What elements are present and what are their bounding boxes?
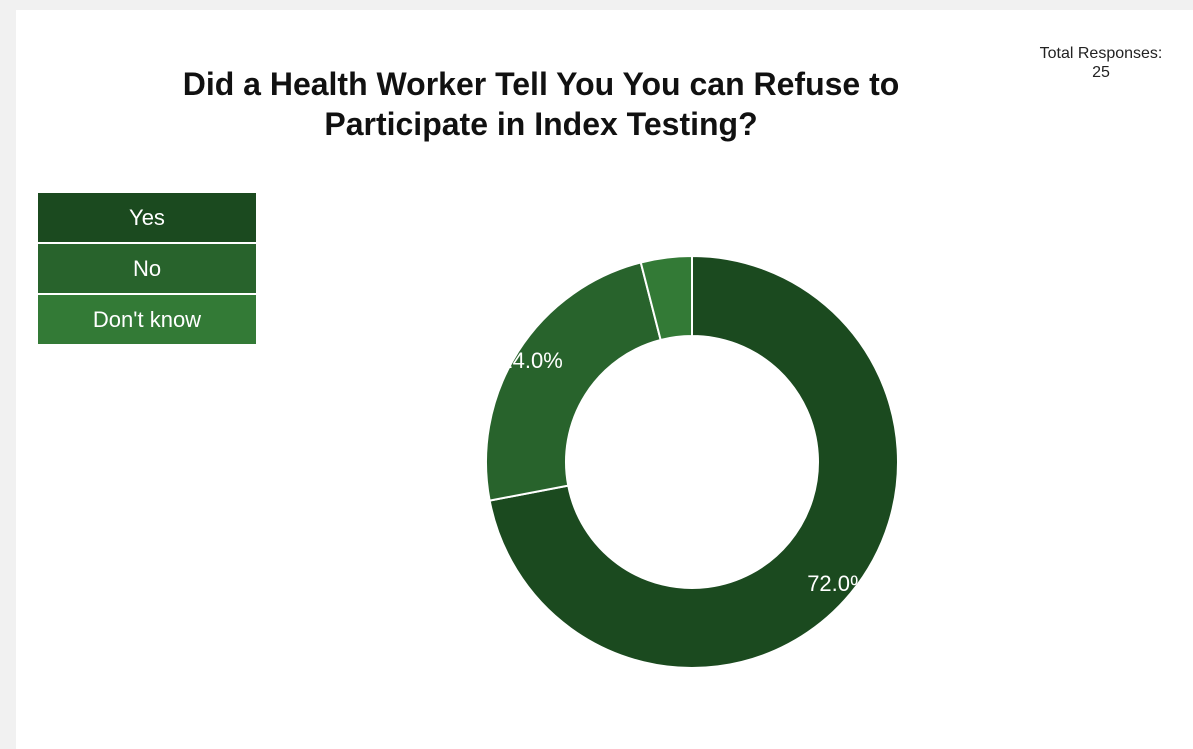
chart-title-line-2: Participate in Index Testing? xyxy=(324,106,758,142)
chart-title: Did a Health Worker Tell You You can Ref… xyxy=(16,64,1066,144)
total-responses-value: 25 xyxy=(1092,64,1110,81)
chart-legend: Yes No Don't know xyxy=(38,193,256,346)
legend-item-dont-know[interactable]: Don't know xyxy=(38,295,256,344)
donut-chart: 72.0% 24.0% xyxy=(485,254,899,669)
chart-title-line-1: Did a Health Worker Tell You You can Ref… xyxy=(182,66,900,102)
legend-label-dont-know: Don't know xyxy=(92,306,202,332)
data-label-no: 24.0% xyxy=(500,348,562,373)
donut-slice-don-t-know[interactable] xyxy=(639,254,693,342)
legend-item-yes[interactable]: Yes xyxy=(38,193,256,242)
legend-label-no: No xyxy=(132,255,162,281)
donut-slice-yes[interactable] xyxy=(488,254,899,669)
data-label-yes: 72.0% xyxy=(807,571,869,596)
legend-item-no[interactable]: No xyxy=(38,244,256,293)
donut-slice-no[interactable] xyxy=(485,261,662,502)
total-responses: Total Responses: 25 xyxy=(1016,44,1186,82)
legend-label-yes: Yes xyxy=(129,204,165,230)
total-responses-label: Total Responses: xyxy=(1039,45,1163,62)
chart-panel: Did a Health Worker Tell You You can Ref… xyxy=(16,10,1193,749)
